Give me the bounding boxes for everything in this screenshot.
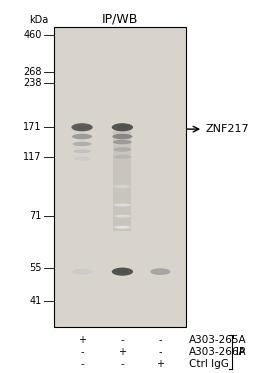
Ellipse shape — [155, 270, 165, 273]
Ellipse shape — [114, 204, 131, 207]
Text: -: - — [80, 347, 84, 357]
Text: -: - — [121, 359, 124, 369]
Text: A303-266A: A303-266A — [189, 347, 247, 357]
Text: -: - — [159, 335, 162, 345]
Text: 460: 460 — [23, 30, 42, 40]
Ellipse shape — [113, 155, 131, 159]
Ellipse shape — [114, 226, 131, 229]
Text: 55: 55 — [29, 263, 42, 273]
Ellipse shape — [78, 158, 86, 160]
Text: 71: 71 — [29, 211, 42, 221]
Ellipse shape — [77, 135, 87, 138]
Text: +: + — [78, 335, 86, 345]
Text: -: - — [121, 335, 124, 345]
FancyBboxPatch shape — [54, 27, 186, 327]
Ellipse shape — [117, 126, 128, 129]
Ellipse shape — [74, 157, 90, 161]
Ellipse shape — [72, 269, 92, 275]
Text: 41: 41 — [29, 296, 42, 306]
Text: Ctrl IgG: Ctrl IgG — [189, 359, 229, 369]
Ellipse shape — [77, 270, 87, 273]
Ellipse shape — [71, 123, 93, 131]
Text: -: - — [80, 359, 84, 369]
Ellipse shape — [72, 142, 92, 146]
Text: 238: 238 — [23, 78, 42, 88]
Ellipse shape — [118, 148, 127, 150]
Ellipse shape — [118, 204, 126, 206]
Ellipse shape — [117, 135, 127, 138]
Ellipse shape — [77, 126, 87, 129]
Text: 171: 171 — [23, 122, 42, 132]
Ellipse shape — [112, 134, 132, 139]
Ellipse shape — [118, 186, 126, 187]
Text: -: - — [159, 347, 162, 357]
Ellipse shape — [114, 214, 131, 217]
Ellipse shape — [77, 143, 87, 145]
Ellipse shape — [73, 150, 91, 153]
Text: A303-265A: A303-265A — [189, 335, 247, 345]
Text: IP: IP — [236, 347, 246, 357]
Text: +: + — [118, 347, 126, 357]
Text: IP/WB: IP/WB — [102, 13, 138, 25]
Ellipse shape — [114, 185, 131, 188]
Ellipse shape — [118, 156, 127, 158]
Text: kDa: kDa — [30, 15, 49, 25]
Ellipse shape — [113, 140, 132, 144]
Ellipse shape — [112, 267, 133, 276]
Ellipse shape — [150, 268, 170, 275]
Ellipse shape — [118, 227, 126, 228]
Text: ZNF217: ZNF217 — [205, 124, 249, 134]
Text: 268: 268 — [23, 67, 42, 77]
Ellipse shape — [118, 216, 126, 217]
Ellipse shape — [113, 147, 131, 152]
Ellipse shape — [112, 123, 133, 131]
Ellipse shape — [118, 141, 127, 143]
Text: +: + — [156, 359, 164, 369]
Text: 117: 117 — [23, 152, 42, 162]
Ellipse shape — [117, 270, 128, 273]
Ellipse shape — [78, 151, 87, 152]
Ellipse shape — [72, 134, 92, 139]
FancyBboxPatch shape — [113, 131, 131, 231]
